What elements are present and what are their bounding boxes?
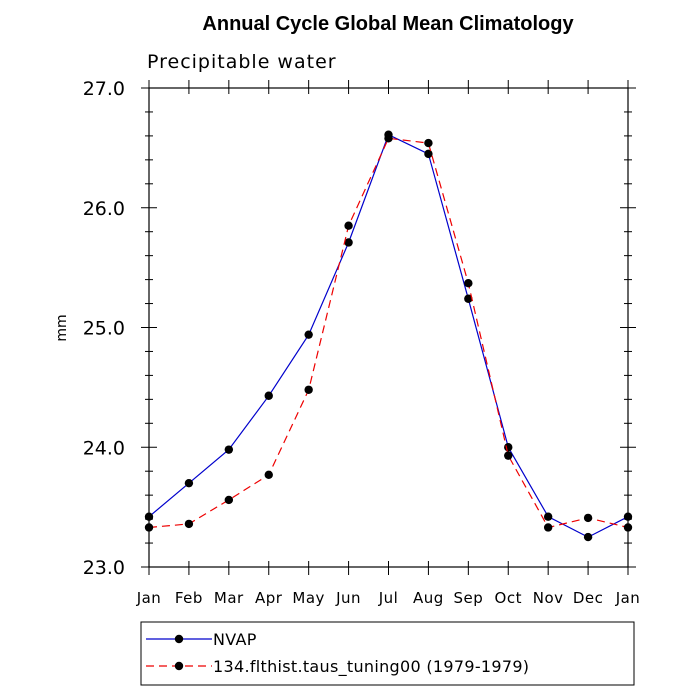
y-tick-labels: 23.0 24.0 25.0 26.0 27.0 (83, 78, 125, 579)
x-tick-label: Jul (378, 589, 399, 607)
data-point-series-0 (224, 445, 234, 454)
x-tick-label: Dec (573, 589, 604, 607)
legend-marker-0 (174, 634, 184, 644)
y-tick-label: 24.0 (83, 437, 125, 459)
y-tick-label: 23.0 (83, 557, 125, 579)
y-tick-label: 26.0 (83, 198, 125, 220)
x-tick-label: May (292, 589, 325, 607)
series-line-1 (148, 137, 629, 529)
data-point-series-0 (464, 294, 473, 303)
y-axis-label: mm (54, 314, 70, 341)
legend-label-0: NVAP (213, 630, 257, 649)
data-point-series-1 (384, 134, 393, 143)
x-tick-labels: Jan Feb Mar Apr May Jun Jul Aug Sep Oct Nov Dec Jan (136, 589, 641, 607)
data-point-series-1 (464, 278, 473, 288)
data-point-series-1 (264, 470, 273, 479)
data-point-series-1 (224, 495, 234, 505)
legend: NVAP 134.flthist.taus_tuning00 (1979-1979… (140, 621, 635, 686)
x-tick-label: Nov (533, 589, 564, 607)
x-tick-label: Aug (413, 589, 444, 607)
data-point-series-1 (583, 513, 593, 523)
data-point-series-1 (304, 385, 313, 394)
data-point-series-1 (424, 138, 433, 148)
series-layer (144, 130, 633, 542)
data-point-series-1 (184, 519, 194, 529)
axis-ticks (141, 80, 636, 575)
data-point-series-0 (184, 478, 194, 488)
x-tick-label: Jun (335, 589, 361, 607)
data-point-series-0 (543, 512, 553, 521)
x-tick-label: Jan (615, 589, 641, 607)
data-point-series-1 (623, 523, 633, 532)
data-point-series-0 (304, 330, 313, 339)
x-tick-label: Mar (214, 589, 244, 607)
y-tick-label: 25.0 (83, 318, 125, 340)
legend-box (140, 621, 635, 686)
data-point-series-1 (543, 523, 553, 532)
chart-title: Annual Cycle Global Mean Climatology (202, 13, 574, 35)
data-point-series-1 (144, 523, 154, 532)
x-tick-label: Sep (453, 589, 483, 607)
data-point-series-0 (264, 391, 273, 400)
plot-frame (148, 87, 629, 568)
data-point-series-1 (504, 451, 513, 460)
data-point-series-0 (424, 149, 433, 159)
legend-marker-1 (174, 661, 184, 671)
x-tick-label: Jan (136, 589, 162, 607)
x-tick-label: Oct (495, 589, 522, 607)
series-line-0 (148, 133, 629, 538)
data-point-series-0 (623, 512, 633, 521)
data-point-series-0 (504, 443, 513, 452)
data-point-series-0 (144, 512, 154, 521)
chart-subtitle: Precipitable water (147, 51, 337, 73)
data-point-series-1 (344, 221, 353, 230)
legend-label-1: 134.flthist.taus_tuning00 (1979-1979) (213, 657, 529, 677)
x-tick-label: Feb (175, 589, 203, 607)
y-tick-label: 27.0 (83, 78, 125, 100)
data-point-series-0 (583, 532, 593, 542)
data-point-series-0 (344, 238, 353, 247)
x-tick-label: Apr (255, 589, 283, 607)
